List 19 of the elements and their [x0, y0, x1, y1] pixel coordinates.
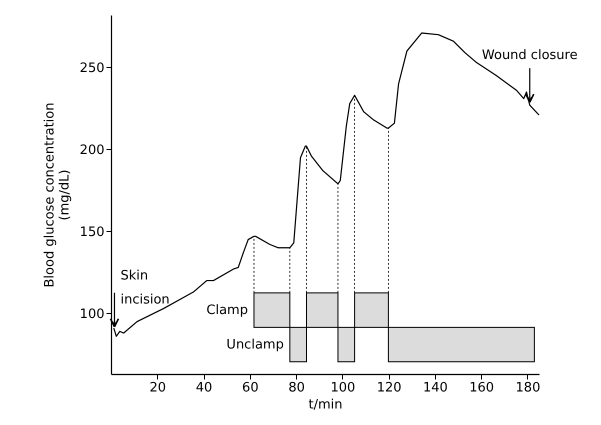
x-tick-label: 40	[196, 380, 212, 396]
x-tick-label: 140	[422, 380, 448, 396]
x-tick-label: 20	[149, 380, 166, 396]
annotation: Skin incision	[120, 268, 170, 308]
y-axis-title: Blood glucose concentration (mg/dL)	[42, 102, 73, 288]
y-tick-label: 100	[80, 306, 104, 322]
x-tick-label: 180	[516, 380, 540, 396]
x-tick-label: 100	[330, 380, 356, 396]
x-tick-label: 160	[469, 380, 494, 396]
x-tick-label: 120	[376, 380, 402, 396]
annotation: Wound closure	[482, 48, 578, 64]
x-tick-label: 60	[242, 380, 259, 396]
y-tick-label: 200	[80, 142, 104, 158]
y-tick-label: 250	[80, 60, 104, 76]
x-axis-title: t/min	[308, 398, 342, 412]
x-tick-label: 80	[288, 380, 305, 396]
band-label: Clamp	[206, 303, 248, 318]
y-tick-label: 150	[80, 224, 104, 240]
band-label: Unclamp	[226, 338, 284, 353]
